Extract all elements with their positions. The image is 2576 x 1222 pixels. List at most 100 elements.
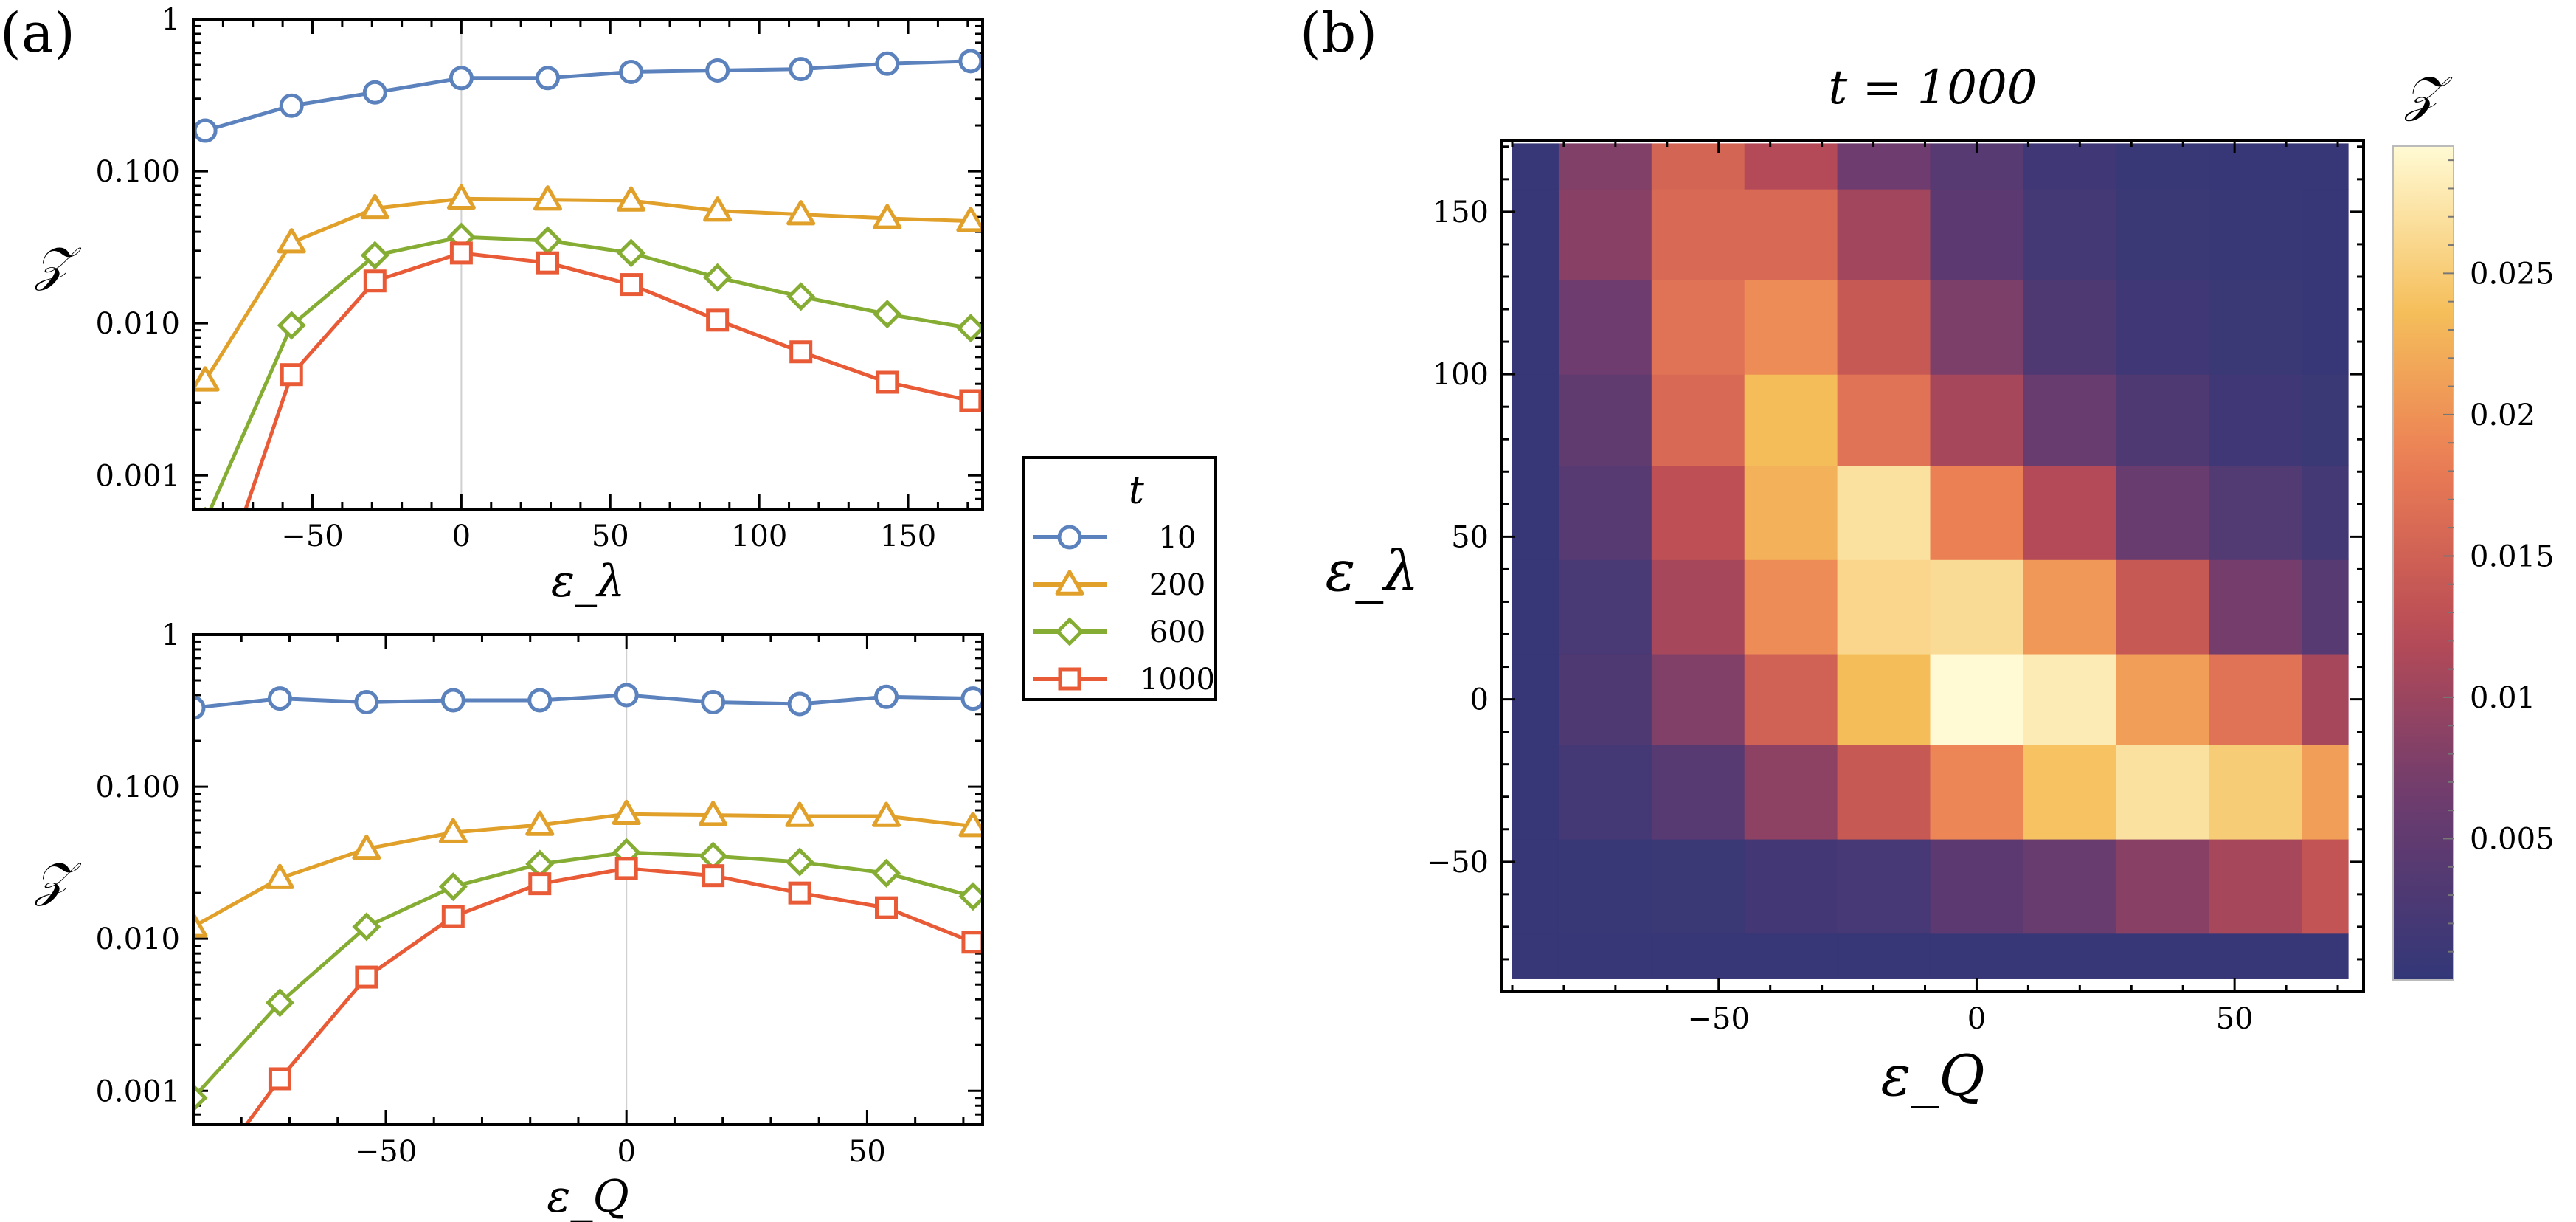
heatmap-cell <box>1558 374 1652 466</box>
legend: t 10 200 600 1000 <box>1022 456 1217 701</box>
chart-a-top-series-1000-point <box>536 251 559 275</box>
chart-a-bottom-series-200-line <box>193 812 974 929</box>
legend-title: t <box>1129 469 1144 513</box>
colorbar-label: 𝒵 <box>2403 66 2453 122</box>
chart-a-bottom-ytick-label: 1 <box>162 618 180 652</box>
heatmap-cell <box>1837 374 1931 466</box>
colorbar-tick-label: 0.01 <box>2470 681 2535 715</box>
colorbar-tick-label: 0.025 <box>2470 257 2555 291</box>
chart-a-top-series-600-point <box>956 314 983 343</box>
heatmap-cell <box>1837 559 1931 655</box>
heatmap-cell <box>1512 143 1559 190</box>
chart-a-top-series-200-point <box>360 193 389 220</box>
chart-a-top-series-200-point <box>786 200 816 226</box>
heatmap-cells <box>1512 143 2349 979</box>
heatmap-cell <box>1930 374 2023 466</box>
heatmap-cell <box>1651 465 1745 560</box>
chart-a-bottom-series-1000-point <box>875 896 899 919</box>
chart-a-bottom-series-200-point <box>958 812 983 838</box>
chart-a-bottom-frame <box>192 633 984 1126</box>
heatmap-cell <box>1512 745 1559 840</box>
chart-a-top-series-1000-point <box>789 340 813 364</box>
heatmap-cell <box>2023 933 2116 979</box>
heatmap-cell <box>1837 465 1931 560</box>
chart-a-bottom-xtick-label: 50 <box>848 1135 886 1169</box>
heatmap-cell <box>1512 838 1559 934</box>
heatmap-cell <box>2116 933 2209 979</box>
chart-a-bottom-series-600-point <box>193 1083 208 1113</box>
chart-a-top-series-10-point <box>193 118 218 143</box>
chart-a-top-series-10-line <box>204 59 971 133</box>
chart-a-top-series-1000-point <box>959 389 983 412</box>
panel-label-a: (a) <box>0 1 75 65</box>
heatmap-cell <box>2116 559 2209 655</box>
heatmap-cell <box>2302 465 2349 560</box>
chart-a-bottom-series-1000-point <box>788 881 811 905</box>
chart-a-bottom-series-1000-line <box>243 866 974 1125</box>
heatmap-cell <box>1651 838 1745 934</box>
chart-a-bottom-series-600-point <box>871 858 901 888</box>
chart-a-bottom-series-600-point <box>958 882 983 911</box>
heatmap-cell <box>1744 143 1838 190</box>
chart-a-bottom-series-200-point <box>872 801 901 827</box>
heatmap-cell <box>2209 838 2302 934</box>
chart-a-bottom: 0.001 0.010 0.100 1 −50 0 50 𝒵ε_Q <box>34 618 984 1222</box>
heatmap-cell <box>1512 465 1559 560</box>
heatmap-cell <box>1558 189 1652 280</box>
chart-a-top-series-200-point <box>193 366 220 392</box>
heatmap-cell <box>1558 838 1652 934</box>
heatmap-cell <box>2209 559 2302 655</box>
heatmap-xlabel: ε_Q <box>1880 1043 1984 1108</box>
chart-a-top-series-10-point <box>619 59 644 84</box>
chart-a-top-xtick-label: −50 <box>281 519 343 553</box>
heatmap-cell <box>1837 838 1931 934</box>
chart-a-top-xtick-label: 150 <box>880 519 936 553</box>
chart-a-top-frame <box>192 18 984 511</box>
heatmap-cell <box>1558 933 1652 979</box>
chart-a-top-series-200-point <box>873 204 902 229</box>
chart-a-top-series-10-point <box>535 66 560 91</box>
heatmap-cell <box>2116 838 2209 934</box>
heatmap-cell <box>1558 143 1652 190</box>
heatmap-title: t = 1000 <box>1829 61 2037 115</box>
heatmap-ytick-label: −50 <box>1427 846 1489 880</box>
heatmap-cell <box>2023 838 2116 934</box>
colorbar-tick-label: 0.02 <box>2470 398 2535 432</box>
chart-a-top-series-1000-point <box>280 363 303 387</box>
heatmap-cell <box>1837 933 1931 979</box>
chart-a-top-series-600-point <box>360 241 389 270</box>
colorbar-tick-label: 0.015 <box>2470 539 2555 573</box>
heatmap-cell <box>1744 280 1838 375</box>
panel-label-b: (b) <box>1300 1 1378 65</box>
heatmap-cell <box>1558 280 1652 375</box>
chart-a-top-series-1000-point <box>876 370 899 394</box>
heatmap-cell <box>1744 933 1838 979</box>
heatmap-xtick-label: 0 <box>1967 1002 1986 1036</box>
chart-a-bottom-series-10-point <box>527 688 553 713</box>
heatmap-ylabel: ε_λ <box>1326 538 1419 604</box>
heatmap-cell <box>2116 280 2209 375</box>
heatmap-xtick-label: −50 <box>1688 1002 1750 1036</box>
chart-a-top-series-10-point <box>449 66 474 91</box>
chart-a-bottom-series-1000-point <box>441 905 465 928</box>
chart-a-bottom-series-1000-point <box>614 857 638 880</box>
heatmap-cell <box>2209 465 2302 560</box>
chart-a-top-series-600-point <box>202 506 208 509</box>
heatmap-ytick-label: 50 <box>1451 520 1489 554</box>
chart-a-bottom-series-1000-point <box>355 965 378 989</box>
heatmap-cell <box>2023 280 2116 375</box>
chart-a-bottom-ytick-label: 0.010 <box>95 922 180 956</box>
heatmap-cell <box>2209 933 2302 979</box>
heatmap-cell <box>2116 374 2209 466</box>
legend-entry-200-label: 200 <box>1149 568 1205 602</box>
heatmap-cell <box>1930 280 2023 375</box>
heatmap-cell <box>1744 653 1838 745</box>
heatmap-cell <box>2209 280 2302 375</box>
heatmap-cell <box>2209 189 2302 280</box>
chart-a-top-series-200-point <box>617 186 646 212</box>
chart-a-bottom-series-600-line <box>193 850 974 1100</box>
chart-a-top-series-10-point <box>789 57 814 82</box>
chart-a-bottom-series-200-point <box>525 810 555 836</box>
chart-a-top-series-1000-line <box>243 251 972 509</box>
